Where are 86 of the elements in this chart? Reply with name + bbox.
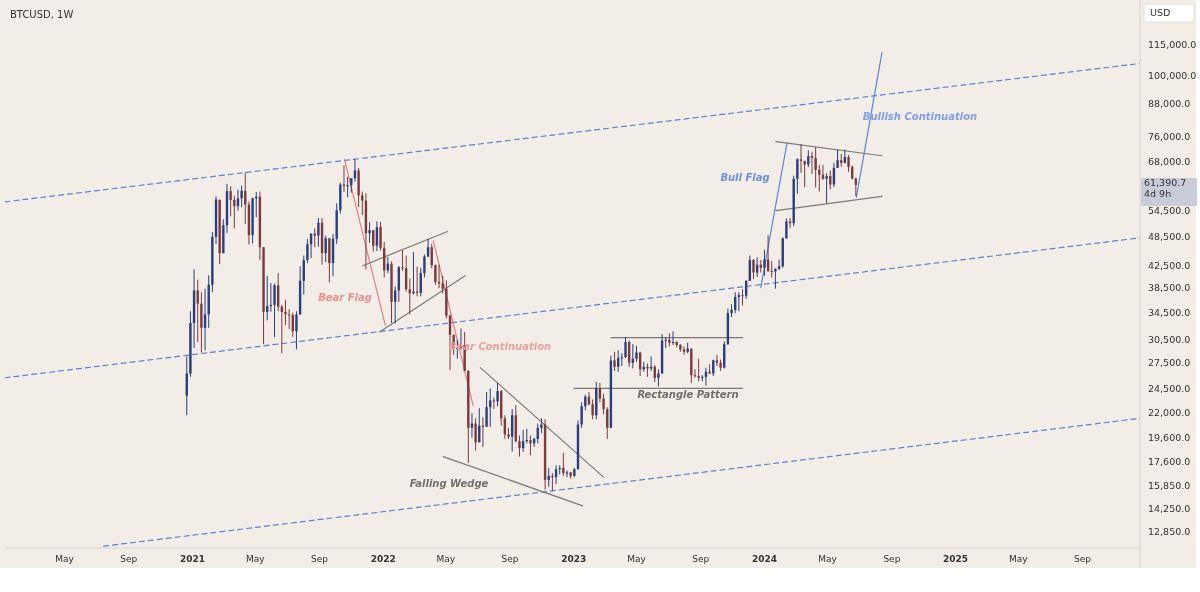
x-tick-label: 2022 — [370, 553, 396, 564]
candlestick — [752, 258, 755, 280]
y-tick-label: 115,000.0 — [1148, 38, 1197, 50]
y-tick-label: 15,850.0 — [1148, 479, 1191, 491]
x-tick-label: May — [55, 553, 75, 564]
candlestick — [284, 299, 287, 326]
x-tick-label: Sep — [120, 553, 138, 564]
annotation: Bull Flag — [720, 172, 770, 183]
candlestick — [562, 452, 565, 477]
y-tick-label: 42,500.0 — [1148, 260, 1191, 272]
x-tick-label: May — [818, 553, 838, 564]
y-tick-label: 68,000.0 — [1148, 155, 1191, 167]
candlestick — [437, 264, 441, 289]
candlestick — [287, 308, 291, 330]
candlestick — [551, 472, 554, 492]
candlestick — [346, 176, 349, 198]
y-tick-label: 22,000.0 — [1148, 406, 1191, 418]
text: BTCUSD, 1W — [10, 9, 74, 20]
annotation: Bear Flag — [318, 292, 372, 303]
candlestick — [664, 336, 667, 349]
x-tick-label: Sep — [692, 553, 710, 564]
candlestick — [763, 249, 766, 277]
candlestick — [741, 288, 744, 307]
x-tick-label: May — [245, 553, 266, 564]
candlestick — [580, 401, 583, 429]
y-tick-label: 19,600.0 — [1148, 432, 1191, 444]
candlestick — [496, 382, 499, 407]
y-tick-label: 34,500.0 — [1148, 306, 1191, 318]
candlestick — [229, 185, 232, 217]
x-tick-label: May — [1008, 553, 1029, 564]
y-tick-label: 54,500.0 — [1148, 204, 1191, 216]
y-tick-label: 17,600.0 — [1148, 456, 1191, 468]
x-tick-label: 2025 — [943, 553, 969, 564]
candlestick — [368, 221, 371, 244]
x-tick-label: Sep — [501, 553, 519, 564]
candlestick — [818, 164, 821, 193]
candlestick — [474, 417, 477, 452]
candlestick — [485, 391, 488, 428]
candlestick — [671, 330, 675, 346]
y-tick-label: 30,500.0 — [1148, 334, 1191, 346]
y-tick-label: 48,500.0 — [1148, 230, 1191, 242]
candlestick — [361, 191, 364, 216]
x-tick-label: Sep — [1074, 553, 1092, 564]
candlestick — [379, 221, 382, 252]
candlestick — [492, 397, 496, 410]
x-tick-label: 2023 — [561, 553, 587, 564]
text: 61,390.7 4d 9h — [1144, 177, 1187, 199]
candlestick — [273, 283, 276, 338]
x-tick-label: Sep — [310, 553, 329, 564]
x-tick-label: May — [627, 553, 647, 564]
candlestick — [529, 435, 532, 456]
candlestick — [770, 260, 773, 278]
candlestick — [613, 351, 616, 372]
x-tick-label: 2021 — [179, 553, 206, 564]
candlestick — [777, 259, 781, 271]
x-tick-label: May — [436, 553, 456, 564]
annotation: Falling Wedge — [409, 478, 489, 489]
candlestick — [737, 291, 741, 312]
candlestick — [697, 358, 700, 382]
candlestick — [796, 157, 799, 195]
x-tick-label: Sep — [883, 553, 901, 564]
y-tick-label: 14,250.0 — [1148, 503, 1191, 515]
x-tick-label: 2024 — [751, 553, 777, 564]
candlestick — [825, 172, 828, 204]
candlestick — [799, 143, 803, 174]
candlestick — [317, 217, 320, 248]
candlestick — [814, 146, 817, 188]
candlestick — [423, 254, 426, 278]
y-tick-label: 24,500.0 — [1148, 382, 1191, 394]
candlestick — [240, 185, 243, 208]
y-tick-label: 12,850.0 — [1148, 526, 1191, 538]
candlestick — [785, 217, 788, 240]
candlestick — [682, 345, 686, 356]
candlestick — [715, 354, 719, 367]
y-tick-label: 27,500.0 — [1148, 357, 1191, 369]
candlestick — [829, 170, 832, 190]
y-tick-label: 38,500.0 — [1148, 282, 1191, 294]
annotation: Rectangle Pattern — [637, 389, 739, 400]
candlestick — [518, 435, 521, 458]
candlestick — [788, 217, 792, 229]
candlestick — [313, 227, 316, 248]
y-tick-label: 76,000.0 — [1148, 130, 1191, 142]
candlestick — [565, 470, 569, 478]
y-tick-label: 88,000.0 — [1148, 98, 1191, 110]
y-tick-label: 100,000.0 — [1148, 69, 1197, 81]
y-axis-title: USD — [1150, 6, 1171, 18]
